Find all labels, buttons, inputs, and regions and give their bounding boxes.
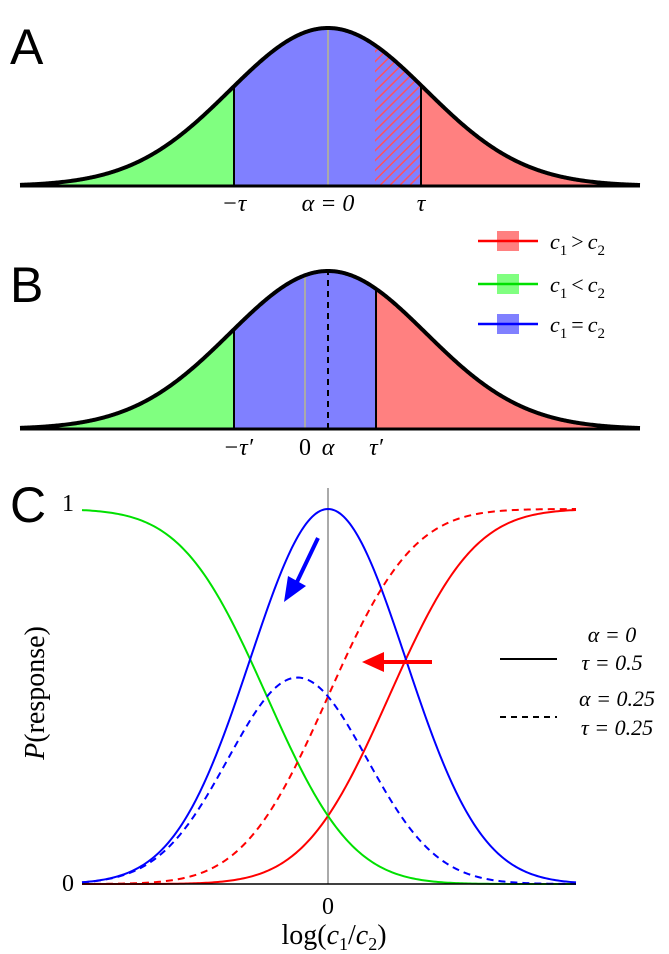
panel-a: A −τ α = 0 τ <box>10 19 641 217</box>
panel-b: B −τ′ 0 α τ′ <box>10 257 641 461</box>
legend-item-equal: c1 = c2 <box>478 312 605 342</box>
curve-solid-2 <box>81 507 577 884</box>
panel-a-alpha-label: α = 0 <box>302 191 355 217</box>
legend-c-dashed-tau: τ = 0.25 <box>581 715 653 740</box>
panel-b-gaussian-curve <box>19 268 641 431</box>
panel-a-red-region <box>421 85 640 186</box>
legend-label-less: c1 < c2 <box>550 272 605 302</box>
panel-b-tau-label: τ′ <box>369 435 384 461</box>
panel-c-ytick-1: 1 <box>62 491 74 517</box>
panel-b-red-region <box>375 288 640 429</box>
red-arrow <box>362 652 432 672</box>
panel-a-hatched-region <box>375 45 421 186</box>
panel-c-xlabel: log(c1/c2) <box>281 920 386 954</box>
panel-a-letter: A <box>10 19 44 75</box>
panel-c-letter: C <box>10 477 46 533</box>
legend-ab: c1 > c2 c1 < c2 c1 = c2 <box>478 229 605 342</box>
panel-c-ytick-0: 0 <box>62 871 74 897</box>
panel-b-neg-tau-label: −τ′ <box>223 435 254 461</box>
legend-c: α = 0 τ = 0.5 α = 0.25 τ = 0.25 <box>500 622 655 740</box>
panel-b-zero-label: 0 <box>299 435 311 461</box>
panel-a-green-region <box>20 86 234 186</box>
legend-c-solid-tau: τ = 0.5 <box>581 650 642 675</box>
curve-dashed-4 <box>81 676 577 885</box>
legend-c-solid-alpha: α = 0 <box>588 622 636 647</box>
panel-a-neg-tau-label: −τ <box>222 191 248 217</box>
panel-c: C 1 0 0 P(response) log(c1/c2) α = 0 τ =… <box>10 477 655 954</box>
curve-dashed-3 <box>82 508 577 885</box>
panel-b-alpha-label: α <box>322 435 335 461</box>
panel-a-gaussian-curve <box>19 25 641 188</box>
panel-c-ylabel: P(response) <box>20 626 51 761</box>
legend-item-greater: c1 > c2 <box>478 229 605 259</box>
panel-a-blue-region <box>234 28 375 186</box>
legend-item-less: c1 < c2 <box>478 272 605 302</box>
panel-a-tau-label: τ <box>417 191 427 217</box>
legend-label-equal: c1 = c2 <box>550 312 605 342</box>
panel-b-letter: B <box>10 257 43 313</box>
blue-arrow <box>284 537 320 602</box>
panel-b-green-region <box>20 329 234 429</box>
legend-label-greater: c1 > c2 <box>550 229 605 259</box>
legend-c-dashed-alpha: α = 0.25 <box>579 686 655 711</box>
panel-c-xtick-0: 0 <box>322 894 334 920</box>
